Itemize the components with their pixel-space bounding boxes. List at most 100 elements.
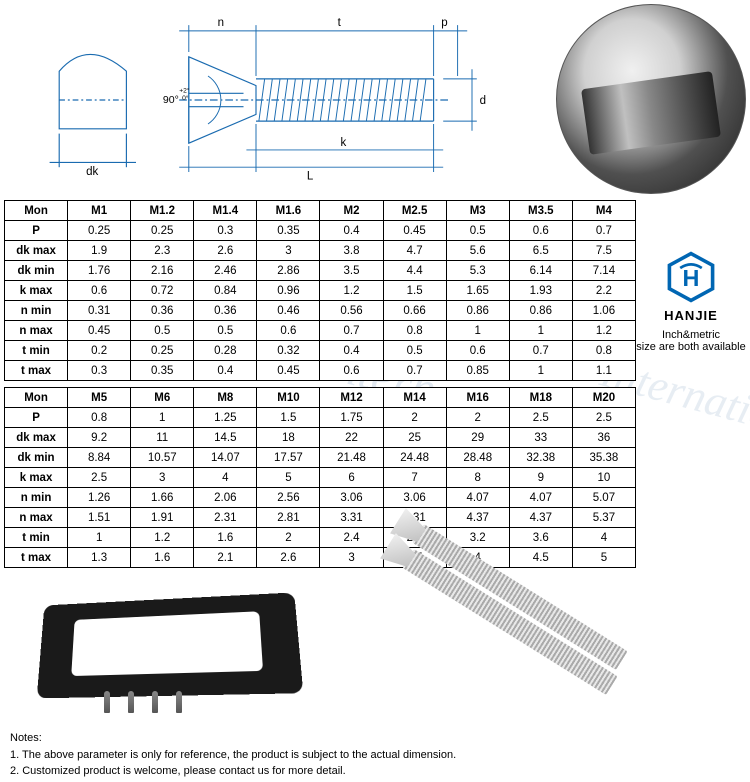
table-cell: 1 — [509, 361, 572, 381]
table-header-cell: M4 — [572, 201, 635, 221]
table-cell: 0.8 — [68, 408, 131, 428]
table-cell: 1.26 — [68, 488, 131, 508]
table-cell: 4 — [572, 528, 635, 548]
table-cell: 18 — [257, 428, 320, 448]
table-cell: 1.2 — [572, 321, 635, 341]
table-cell: 1 — [509, 321, 572, 341]
table-row: t max1.31.62.12.633.544.55 — [5, 548, 636, 568]
table-header-cell: M20 — [572, 388, 635, 408]
table-cell: t min — [5, 341, 68, 361]
table-cell: 7.14 — [572, 261, 635, 281]
brand-name: HANJIE — [636, 308, 746, 323]
table-cell: 3 — [257, 241, 320, 261]
table-cell: 0.8 — [383, 321, 446, 341]
table-cell: dk min — [5, 448, 68, 468]
table-cell: 4.4 — [383, 261, 446, 281]
table-cell: 14.5 — [194, 428, 257, 448]
table-cell: 6.5 — [509, 241, 572, 261]
table-cell: 0.5 — [446, 221, 509, 241]
table-cell: 2 — [257, 528, 320, 548]
table-cell: 3.6 — [509, 528, 572, 548]
table-cell: 0.6 — [509, 221, 572, 241]
table-cell: t min — [5, 528, 68, 548]
table-cell: 24.48 — [383, 448, 446, 468]
brand-tagline-1: Inch&metric — [636, 329, 746, 341]
table-cell: 1.76 — [68, 261, 131, 281]
table-cell: 1 — [446, 321, 509, 341]
table-cell: 1.9 — [68, 241, 131, 261]
table-cell: 36 — [572, 428, 635, 448]
table-cell: k max — [5, 281, 68, 301]
table-header-cell: M1 — [68, 201, 131, 221]
table-cell: 8.84 — [68, 448, 131, 468]
table-cell: 0.36 — [194, 301, 257, 321]
table-cell: 1.51 — [68, 508, 131, 528]
table-cell: 25 — [383, 428, 446, 448]
table-cell: 32.38 — [509, 448, 572, 468]
table-row: t max0.30.350.40.450.60.70.8511.1 — [5, 361, 636, 381]
table-cell: 3.31 — [320, 508, 383, 528]
table-row: n min1.261.662.062.563.063.064.074.075.0… — [5, 488, 636, 508]
table-cell: 5.6 — [446, 241, 509, 261]
table-cell: 5.07 — [572, 488, 635, 508]
notes-line-1: 1. The above parameter is only for refer… — [10, 747, 740, 764]
table-header-cell: M14 — [383, 388, 446, 408]
table-cell: 4.07 — [509, 488, 572, 508]
table-cell: n max — [5, 508, 68, 528]
table-row: dk min1.762.162.462.863.54.45.36.147.14 — [5, 261, 636, 281]
notes-section: Notes: 1. The above parameter is only fo… — [0, 728, 750, 782]
svg-text:0°: 0° — [182, 94, 189, 102]
table-cell: 1.1 — [572, 361, 635, 381]
table-cell: t max — [5, 361, 68, 381]
table-cell: 2.5 — [509, 408, 572, 428]
table-cell: 2.81 — [257, 508, 320, 528]
table-header-cell: M16 — [446, 388, 509, 408]
table-cell: dk max — [5, 241, 68, 261]
table-cell: 1.25 — [194, 408, 257, 428]
table-row: dk max9.21114.5182225293336 — [5, 428, 636, 448]
table-cell: 0.2 — [68, 341, 131, 361]
table-cell: 22 — [320, 428, 383, 448]
table-header-cell: M3 — [446, 201, 509, 221]
table-row: k max0.60.720.840.961.21.51.651.932.2 — [5, 281, 636, 301]
product-photo-bracket — [4, 576, 370, 728]
table-cell: 0.5 — [194, 321, 257, 341]
table-cell: dk min — [5, 261, 68, 281]
table-cell: 0.6 — [68, 281, 131, 301]
notes-title: Notes: — [10, 730, 740, 747]
table-header-cell: M12 — [320, 388, 383, 408]
table-row: dk max1.92.32.633.84.75.66.57.5 — [5, 241, 636, 261]
table-cell: P — [5, 408, 68, 428]
table-cell: 2.3 — [131, 241, 194, 261]
table-cell: 4.37 — [446, 508, 509, 528]
table-cell: 1.6 — [131, 548, 194, 568]
table-row: P0.811.251.51.75222.52.5 — [5, 408, 636, 428]
table-cell: 2.86 — [257, 261, 320, 281]
table-cell: 3.06 — [320, 488, 383, 508]
label-L: L — [307, 171, 314, 183]
table-cell: 0.25 — [131, 341, 194, 361]
table-row: n max0.450.50.50.60.70.8111.2 — [5, 321, 636, 341]
table-cell: n min — [5, 488, 68, 508]
table-cell: 2.2 — [572, 281, 635, 301]
label-t: t — [338, 17, 342, 29]
table-cell: 2.06 — [194, 488, 257, 508]
table-cell: 0.86 — [509, 301, 572, 321]
table-cell: 7.5 — [572, 241, 635, 261]
table-cell: 0.85 — [446, 361, 509, 381]
table-cell: 6 — [320, 468, 383, 488]
table-cell: 4.37 — [509, 508, 572, 528]
table-row: t min11.21.622.42.83.23.64 — [5, 528, 636, 548]
table-header-cell: M5 — [68, 388, 131, 408]
table-cell: 0.7 — [509, 341, 572, 361]
table-cell: 0.56 — [320, 301, 383, 321]
table-cell: 0.6 — [257, 321, 320, 341]
table-cell: 2.6 — [257, 548, 320, 568]
table-cell: 8 — [446, 468, 509, 488]
table-cell: 1.91 — [131, 508, 194, 528]
table-cell: 2.5 — [572, 408, 635, 428]
table-cell: 2.56 — [257, 488, 320, 508]
table-cell: 3.5 — [320, 261, 383, 281]
table-cell: 2.46 — [194, 261, 257, 281]
table-header-cell: M1.4 — [194, 201, 257, 221]
